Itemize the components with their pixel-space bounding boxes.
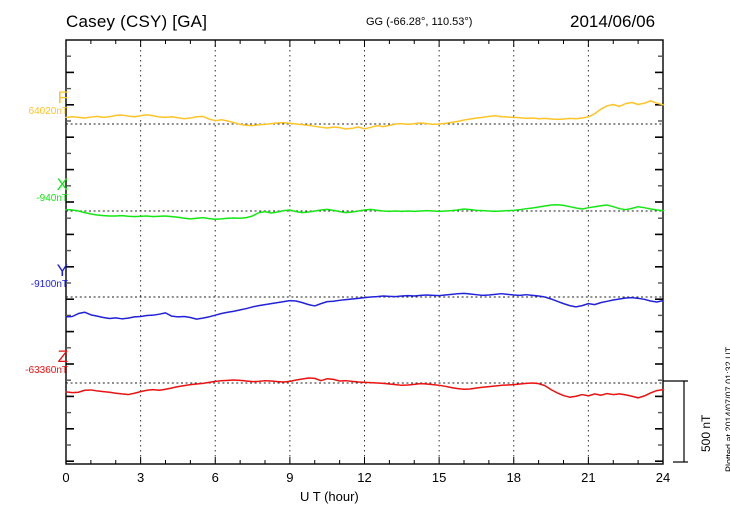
x-tick-label-0: 0 [62, 470, 70, 485]
component-label-z: Z -63360nT [0, 348, 68, 377]
trace-z [65, 377, 664, 399]
x-tick-label-12: 12 [357, 470, 372, 485]
page-title: Casey (CSY) [GA] [66, 12, 208, 31]
component-name-y: Y [56, 261, 68, 280]
component-value-y: -9100nT [30, 279, 68, 290]
component-name-x: X [56, 175, 68, 194]
x-tick-label-24: 24 [655, 470, 671, 485]
trace-x [65, 203, 664, 221]
plotted-timestamp: Plotted at 2014/07/07 01:32 UT [724, 346, 730, 472]
trace-y [65, 292, 664, 320]
component-value-z: -63360nT [25, 365, 68, 376]
x-tick-label-18: 18 [506, 470, 521, 485]
x-tick-label-15: 15 [431, 470, 447, 485]
component-name-f: F [57, 88, 68, 107]
component-label-y: Y -9100nT [0, 262, 68, 291]
x-tick-label-9: 9 [286, 470, 294, 485]
x-axis-title: U T (hour) [300, 489, 359, 504]
observation-date: 2014/06/06 [570, 12, 656, 31]
x-tick-label-3: 3 [137, 470, 145, 485]
trace-f [65, 100, 664, 130]
x-tick-label-6: 6 [211, 470, 219, 485]
component-label-x: X -940nT [0, 176, 68, 205]
component-label-f: F 64020nT [0, 89, 68, 118]
scale-bar-label: 500 nT [699, 414, 713, 452]
component-value-x: -940nT [36, 193, 68, 204]
component-value-f: 64020nT [28, 106, 68, 117]
geographic-coordinates: GG (-66.28°, 110.53°) [366, 16, 473, 28]
component-name-z: Z [57, 347, 68, 366]
x-tick-label-21: 21 [581, 470, 596, 485]
